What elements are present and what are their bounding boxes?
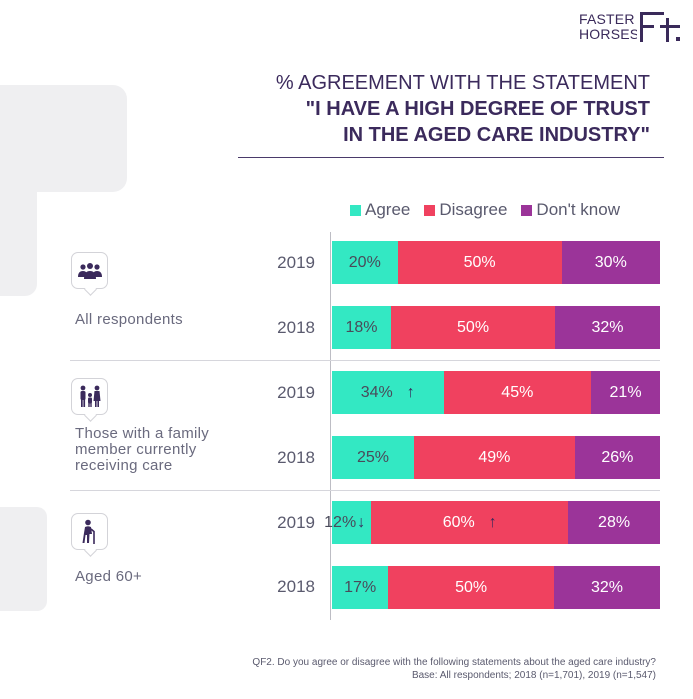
legend-label-dont-know: Don't know <box>536 200 620 219</box>
year-label: 2019 <box>277 253 315 272</box>
bar-segment-disagree: 50% <box>391 306 556 349</box>
bar-segment-disagree: 45% <box>443 371 592 414</box>
legend-label-agree: Agree <box>365 200 411 219</box>
stacked-bar: 34% ↑ 45% 21% <box>332 371 660 414</box>
background-shape <box>0 85 127 192</box>
brand-mark-icon <box>640 12 680 42</box>
chart-legend: Agree Disagree Don't know <box>350 200 620 220</box>
data-label-disagree: 50% <box>457 318 490 336</box>
legend-swatch-agree <box>350 204 361 216</box>
brand-wordmark-line1: FASTER <box>579 12 635 27</box>
stacked-bar: 18% 50% 32% <box>332 306 660 349</box>
year-label: 2018 <box>277 448 315 467</box>
group-divider <box>70 490 660 491</box>
background-shape <box>0 190 37 296</box>
bar-segment-disagree: 49% <box>414 436 575 479</box>
data-label-dont-know: 26% <box>601 448 634 466</box>
bar-segment-agree: 18% <box>332 306 392 349</box>
down-arrow-icon: ↓ <box>357 513 366 531</box>
stacked-bar: 17% 50% 32% <box>332 566 660 609</box>
bar-segment-agree: 12% ↓ <box>324 501 372 544</box>
bar-segment-disagree: 50% <box>397 241 562 284</box>
data-label-disagree: 49% <box>478 448 511 466</box>
stacked-bar: 25% 49% 26% <box>332 436 660 479</box>
chart-title-line1: % AGREEMENT WITH THE STATEMENT <box>275 72 650 94</box>
data-label-dont-know: 30% <box>594 253 627 271</box>
data-label-agree: 17% <box>344 578 377 596</box>
bar-segment-disagree: 50% <box>388 566 554 609</box>
data-label-disagree: 45% <box>501 383 534 401</box>
footnote: QF2. Do you agree or disagree with the f… <box>252 656 656 682</box>
legend-swatch-dont-know <box>521 204 533 216</box>
bar-segment-dont-know: 30% <box>561 241 660 284</box>
stacked-bar: 20% 50% 30% <box>332 241 660 284</box>
data-label-agree: 12% <box>324 513 357 531</box>
bar-segment-dont-know: 32% <box>553 566 660 609</box>
brand-wordmark-line2: HORSES <box>579 26 637 42</box>
data-label-dont-know: 21% <box>609 383 642 401</box>
group-of-people-icon <box>71 252 108 289</box>
brand-wordmark: FASTER HORSES <box>579 12 637 42</box>
up-arrow-icon: ↑ <box>488 513 497 531</box>
bar-segment-agree: 25% <box>332 436 414 479</box>
year-label: 2019 <box>277 513 315 532</box>
bar-segment-agree: 17% <box>332 566 389 609</box>
chart-title-line2: "I HAVE A HIGH DEGREE OF TRUST <box>305 98 650 120</box>
year-label: 2018 <box>277 577 315 596</box>
legend-swatch-disagree <box>424 204 436 216</box>
legend-item-disagree: Disagree <box>424 200 507 220</box>
bar-segment-disagree: 60% ↑ <box>371 501 569 544</box>
footnote-question: QF2. Do you agree or disagree with the f… <box>252 657 656 668</box>
title-rule <box>238 157 664 158</box>
bar-segment-dont-know: 21% <box>591 371 660 414</box>
brand-logo: FASTER HORSES <box>579 12 683 44</box>
legend-label-disagree: Disagree <box>439 200 508 219</box>
data-label-disagree: 60% <box>442 513 475 531</box>
group-divider <box>70 360 660 361</box>
bar-segment-agree: 34% ↑ <box>332 371 444 414</box>
background-shape <box>0 507 47 611</box>
data-label-agree: 25% <box>356 448 390 466</box>
group-label-all-respondents: All respondents <box>75 311 183 328</box>
data-label-dont-know: 32% <box>590 578 623 596</box>
stacked-bar: 12% ↓ 60% ↑ 28% <box>324 501 660 544</box>
chart-title-line3: IN THE AGED CARE INDUSTRY" <box>343 124 650 146</box>
data-label-disagree: 50% <box>455 578 488 596</box>
group-label-aged-60-plus: Aged 60+ <box>75 568 143 585</box>
elderly-person-with-cane-icon <box>71 513 108 550</box>
chart-title: % AGREEMENT WITH THE STATEMENT "I HAVE A… <box>276 70 650 148</box>
bar-segment-dont-know: 26% <box>574 436 660 479</box>
year-label: 2018 <box>277 318 315 337</box>
bar-segment-dont-know: 32% <box>555 306 660 349</box>
legend-item-dont-know: Don't know <box>521 200 620 220</box>
data-label-agree: 18% <box>345 318 378 336</box>
data-label-disagree: 50% <box>463 253 496 271</box>
up-arrow-icon: ↑ <box>406 383 415 401</box>
family-icon <box>71 378 108 415</box>
data-label-agree: 20% <box>348 253 381 271</box>
data-label-dont-know: 28% <box>598 513 631 531</box>
chart-axis-line <box>330 232 331 620</box>
bar-segment-agree: 20% <box>332 241 398 284</box>
legend-item-agree: Agree <box>350 200 410 220</box>
bar-segment-dont-know: 28% <box>568 501 660 544</box>
year-label: 2019 <box>277 383 315 402</box>
data-label-dont-know: 32% <box>591 318 624 336</box>
group-label-family-member: Those with a family member currently rec… <box>75 425 210 474</box>
footnote-base: Base: All respondents; 2018 (n=1,701), 2… <box>411 670 656 681</box>
data-label-agree: 34% <box>360 383 393 401</box>
